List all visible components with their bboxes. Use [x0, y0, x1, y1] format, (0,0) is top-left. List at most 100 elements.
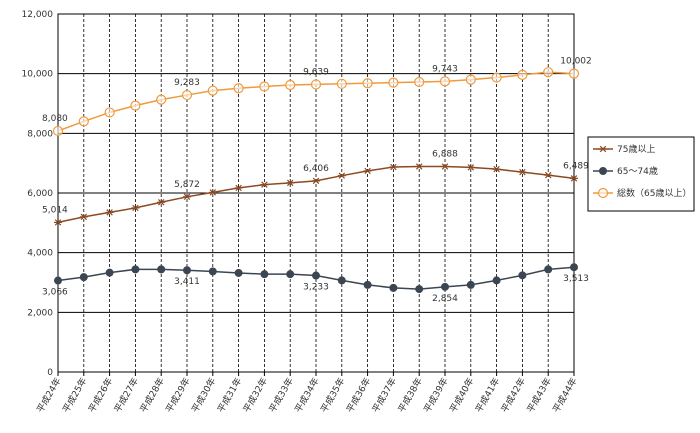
dot-marker: [518, 271, 527, 280]
legend-label: 75歳以上: [617, 143, 655, 155]
x-tick-label: 平成25年: [60, 376, 90, 415]
x-tick-label: 平成24年: [34, 376, 64, 415]
circle-marker: [52, 125, 64, 137]
circle-marker: [310, 79, 322, 90]
asterisk-marker: [492, 165, 501, 173]
data-label: 9,743: [432, 64, 458, 74]
circle-marker: [130, 100, 141, 111]
y-tick-label: 4,000: [27, 249, 53, 259]
circle-marker: [104, 107, 115, 118]
circle-marker: [336, 78, 347, 89]
dot-marker: [570, 263, 578, 272]
dot-marker: [260, 270, 269, 279]
series-2: [52, 67, 580, 137]
circle-marker: [439, 76, 451, 87]
data-label: 8,080: [42, 114, 68, 124]
data-label-layer: 8,080 9,283 9,639 9,743 10,002 5,014 5,872 6,40…: [42, 57, 592, 304]
asterisk-marker: [599, 145, 607, 153]
x-tick-label: 平成33年: [266, 376, 296, 415]
series-layer: [52, 67, 580, 294]
legend-item: 65～74歳: [593, 165, 658, 177]
asterisk-marker: [466, 164, 475, 171]
x-tick-label: 平成42年: [498, 376, 528, 415]
circle-marker: [207, 85, 218, 96]
dot-marker: [441, 282, 449, 291]
data-label: 6,489: [563, 161, 589, 171]
data-label: 3,513: [563, 274, 589, 284]
circle-marker: [233, 83, 244, 94]
series-0: [54, 163, 578, 226]
asterisk-marker: [260, 181, 269, 188]
x-tick-label: 平成32年: [240, 376, 270, 415]
x-tick-label: 平成40年: [447, 376, 477, 415]
data-label: 6,888: [432, 150, 458, 160]
asterisk-marker: [105, 209, 114, 216]
asterisk-marker: [415, 163, 424, 170]
circle-marker: [568, 68, 580, 79]
asterisk-marker: [389, 163, 398, 171]
y-tick-label: 12,000: [22, 10, 54, 20]
x-tick-label: 平成35年: [318, 376, 348, 415]
x-tick-label: 平成31年: [215, 376, 245, 415]
y-tick-label: 8,000: [27, 129, 53, 139]
dot-marker: [363, 280, 372, 289]
y-tick-label: 6,000: [27, 189, 53, 199]
asterisk-marker: [337, 172, 346, 179]
dot-marker: [208, 267, 217, 276]
asterisk-marker: [441, 163, 449, 170]
dot-marker: [544, 265, 553, 274]
dot-marker: [183, 266, 191, 275]
asterisk-marker: [518, 168, 527, 176]
asterisk-marker: [183, 193, 191, 201]
dot-marker: [415, 285, 424, 294]
data-label: 5,872: [174, 180, 200, 190]
dot-marker: [234, 268, 243, 277]
data-label: 5,014: [42, 205, 68, 215]
circle-marker: [259, 81, 270, 92]
circle-marker: [414, 76, 425, 88]
dot-marker: [131, 265, 140, 274]
dot-marker: [157, 265, 166, 274]
data-label: 3,411: [174, 277, 200, 287]
asterisk-marker: [234, 184, 243, 192]
y-tick-label: 0: [47, 368, 53, 378]
circle-marker: [78, 116, 89, 127]
circle-marker: [362, 78, 373, 89]
legend-label: 65～74歳: [617, 165, 658, 177]
dot-marker: [466, 280, 475, 289]
asterisk-marker: [54, 219, 62, 226]
x-tick-label: 平成36年: [344, 376, 374, 415]
x-tick-label: 平成39年: [421, 376, 451, 415]
dot-marker: [599, 167, 607, 175]
dot-marker: [312, 271, 320, 280]
x-tick-label: 平成37年: [369, 376, 399, 415]
x-tick-label: 平成34年: [292, 376, 322, 415]
y-tick-label: 10,000: [22, 70, 54, 80]
data-label: 3,233: [303, 283, 329, 293]
asterisk-marker: [570, 175, 578, 182]
x-tick-label: 平成28年: [137, 376, 167, 415]
asterisk-marker: [363, 167, 372, 175]
data-label: 2,854: [432, 294, 458, 304]
dot-marker: [286, 270, 295, 279]
asterisk-marker: [208, 189, 217, 196]
x-tick-label: 平成29年: [163, 376, 193, 415]
data-label: 9,283: [174, 78, 200, 88]
asterisk-marker: [79, 213, 88, 221]
dot-marker: [105, 268, 114, 277]
circle-marker: [491, 72, 502, 83]
legend-item: 総数（65歳以上）: [593, 187, 691, 199]
x-tick-label: 平成30年: [189, 376, 219, 415]
circle-marker: [465, 74, 476, 85]
data-label: 9,639: [303, 67, 329, 77]
data-label: 6,406: [303, 164, 329, 174]
asterisk-marker: [131, 204, 140, 212]
legend-item: 75歳以上: [593, 143, 655, 155]
dot-marker: [54, 276, 62, 285]
circle-marker: [597, 187, 609, 199]
circle-marker: [181, 89, 193, 101]
x-tick-label: 平成27年: [111, 376, 141, 415]
